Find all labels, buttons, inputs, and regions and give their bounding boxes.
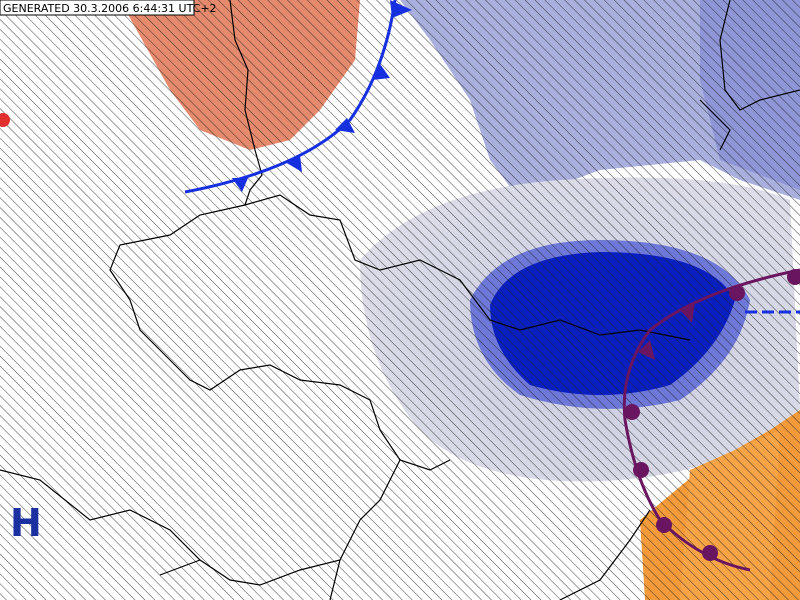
header-box: [0, 0, 195, 16]
cold-front: [184, 0, 412, 194]
high-pressure-label: H: [10, 501, 42, 545]
front-marker: [0, 113, 10, 127]
generated-stamp: GENERATED 30.3.2006 6:44:31 UTC+2: [3, 2, 217, 15]
occluded-front: [622, 268, 800, 572]
